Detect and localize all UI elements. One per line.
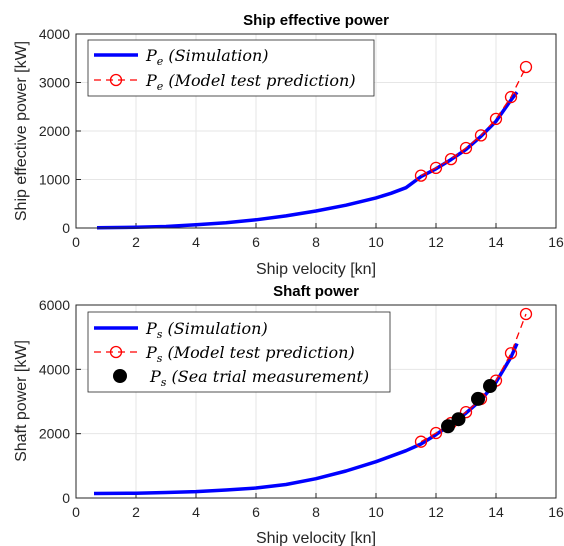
- x-tick-label: 4: [192, 234, 200, 250]
- legend-entry: Pe (Simulation): [94, 46, 269, 68]
- y-tick-labels: 0 1000 2000 3000 4000: [39, 26, 70, 236]
- y-tick-label: 1000: [39, 172, 70, 188]
- y-tick-label: 2000: [39, 426, 70, 442]
- data-point-sea-trial: [441, 419, 455, 434]
- x-tick-label: 16: [548, 504, 564, 520]
- data-point-model-test: [414, 169, 428, 182]
- y-tick-label: 0: [62, 220, 70, 236]
- data-point-model-test: [444, 152, 458, 166]
- y-tick-label: 3000: [39, 75, 70, 91]
- data-point-sea-trial: [451, 412, 466, 427]
- x-tick-label: 10: [368, 234, 384, 250]
- data-point-model-test: [489, 112, 503, 126]
- x-axis-label: Ship velocity [kn]: [256, 530, 376, 546]
- x-tick-label: 8: [312, 234, 320, 250]
- legend-label: Pe (Model test prediction): [145, 71, 356, 93]
- data-point-sea-trial: [483, 379, 497, 394]
- data-point-model-test: [429, 161, 443, 175]
- chart-title: Shaft power: [273, 283, 359, 300]
- data-point-model-test: [459, 141, 473, 155]
- data-point-model-test: [429, 426, 443, 440]
- legend-entry: Ps (Sea trial measurement): [113, 367, 369, 389]
- x-tick-label: 8: [312, 504, 320, 520]
- x-tick-labels: 0 2 4 6 8 10 12 14 16: [72, 234, 564, 250]
- data-point-model-test: [519, 60, 533, 74]
- legend: Pe (Simulation) Pe (Model test predictio…: [87, 39, 375, 97]
- axes-box: [75, 304, 557, 499]
- legend-box: [87, 39, 375, 97]
- x-tick-label: 16: [548, 234, 564, 250]
- legend-label: Pe (Simulation): [145, 46, 269, 68]
- x-tick-label: 2: [132, 234, 140, 250]
- legend-label: Ps (Simulation): [145, 319, 268, 341]
- legend-swatch-marker: [113, 369, 127, 383]
- legend-box: [87, 311, 391, 393]
- chart-shaft-power: Shaft power 0 2 4 6 8 10 12 14 16 0200040006000 …: [13, 283, 564, 546]
- y-tick-label: 0: [62, 490, 70, 506]
- x-tick-label: 4: [192, 504, 200, 520]
- x-tick-label: 14: [488, 234, 504, 250]
- x-tick-label: 12: [428, 504, 444, 520]
- legend-entry: Pe (Model test prediction): [94, 71, 356, 93]
- data-point-model-test: [474, 129, 488, 142]
- x-tick-label: 0: [72, 234, 80, 250]
- x-tick-label: 10: [368, 504, 384, 520]
- x-tick-label: 2: [132, 504, 140, 520]
- y-tick-label: 4000: [39, 26, 70, 42]
- data-point-model-test: [519, 307, 533, 321]
- x-tick-labels: 0 2 4 6 8 10 12 14 16: [72, 504, 564, 520]
- x-tick-label: 0: [72, 504, 80, 520]
- y-tick-label: 2000: [39, 123, 70, 139]
- series-group: [93, 307, 533, 496]
- series-line-model-test: [420, 66, 527, 177]
- x-tick-label: 12: [428, 234, 444, 250]
- y-tick-label: 6000: [39, 297, 70, 313]
- x-tick-label: 6: [252, 234, 260, 250]
- legend-swatch-marker: [109, 345, 123, 359]
- data-point-model-test: [414, 435, 428, 448]
- series-line-simulation: [96, 91, 519, 230]
- x-tick-label: 6: [252, 504, 260, 520]
- y-axis-label: Shaft power [kW]: [13, 340, 30, 462]
- y-axis-label: Ship effective power [kW]: [13, 41, 30, 221]
- data-point-model-test: [504, 90, 518, 104]
- axes-box: [75, 33, 557, 229]
- data-point-model-test: [504, 347, 518, 360]
- legend-entry: Ps (Simulation): [94, 319, 268, 341]
- legend: Ps (Simulation) Ps (Model test predictio…: [87, 311, 391, 393]
- x-axis-label: Ship velocity [kn]: [256, 261, 376, 278]
- y-tick-label: 4000: [39, 361, 70, 377]
- x-tick-label: 14: [488, 504, 504, 520]
- legend-label: Ps (Sea trial measurement): [149, 367, 369, 389]
- chart-title: Ship effective power: [243, 12, 389, 29]
- legend-entry: Ps (Model test prediction): [94, 343, 355, 365]
- legend-swatch-marker: [109, 73, 123, 87]
- data-point-model-test: [459, 405, 473, 419]
- y-tick-labels: 0 2000 4000 6000: [39, 297, 70, 506]
- chart-effective-power: Ship effective power 0 2 4 6 8 10 12 14 16 0 1000…: [13, 12, 564, 278]
- data-point-sea-trial: [471, 391, 485, 406]
- series-group: [96, 60, 533, 230]
- legend-label: Ps (Model test prediction): [145, 343, 355, 365]
